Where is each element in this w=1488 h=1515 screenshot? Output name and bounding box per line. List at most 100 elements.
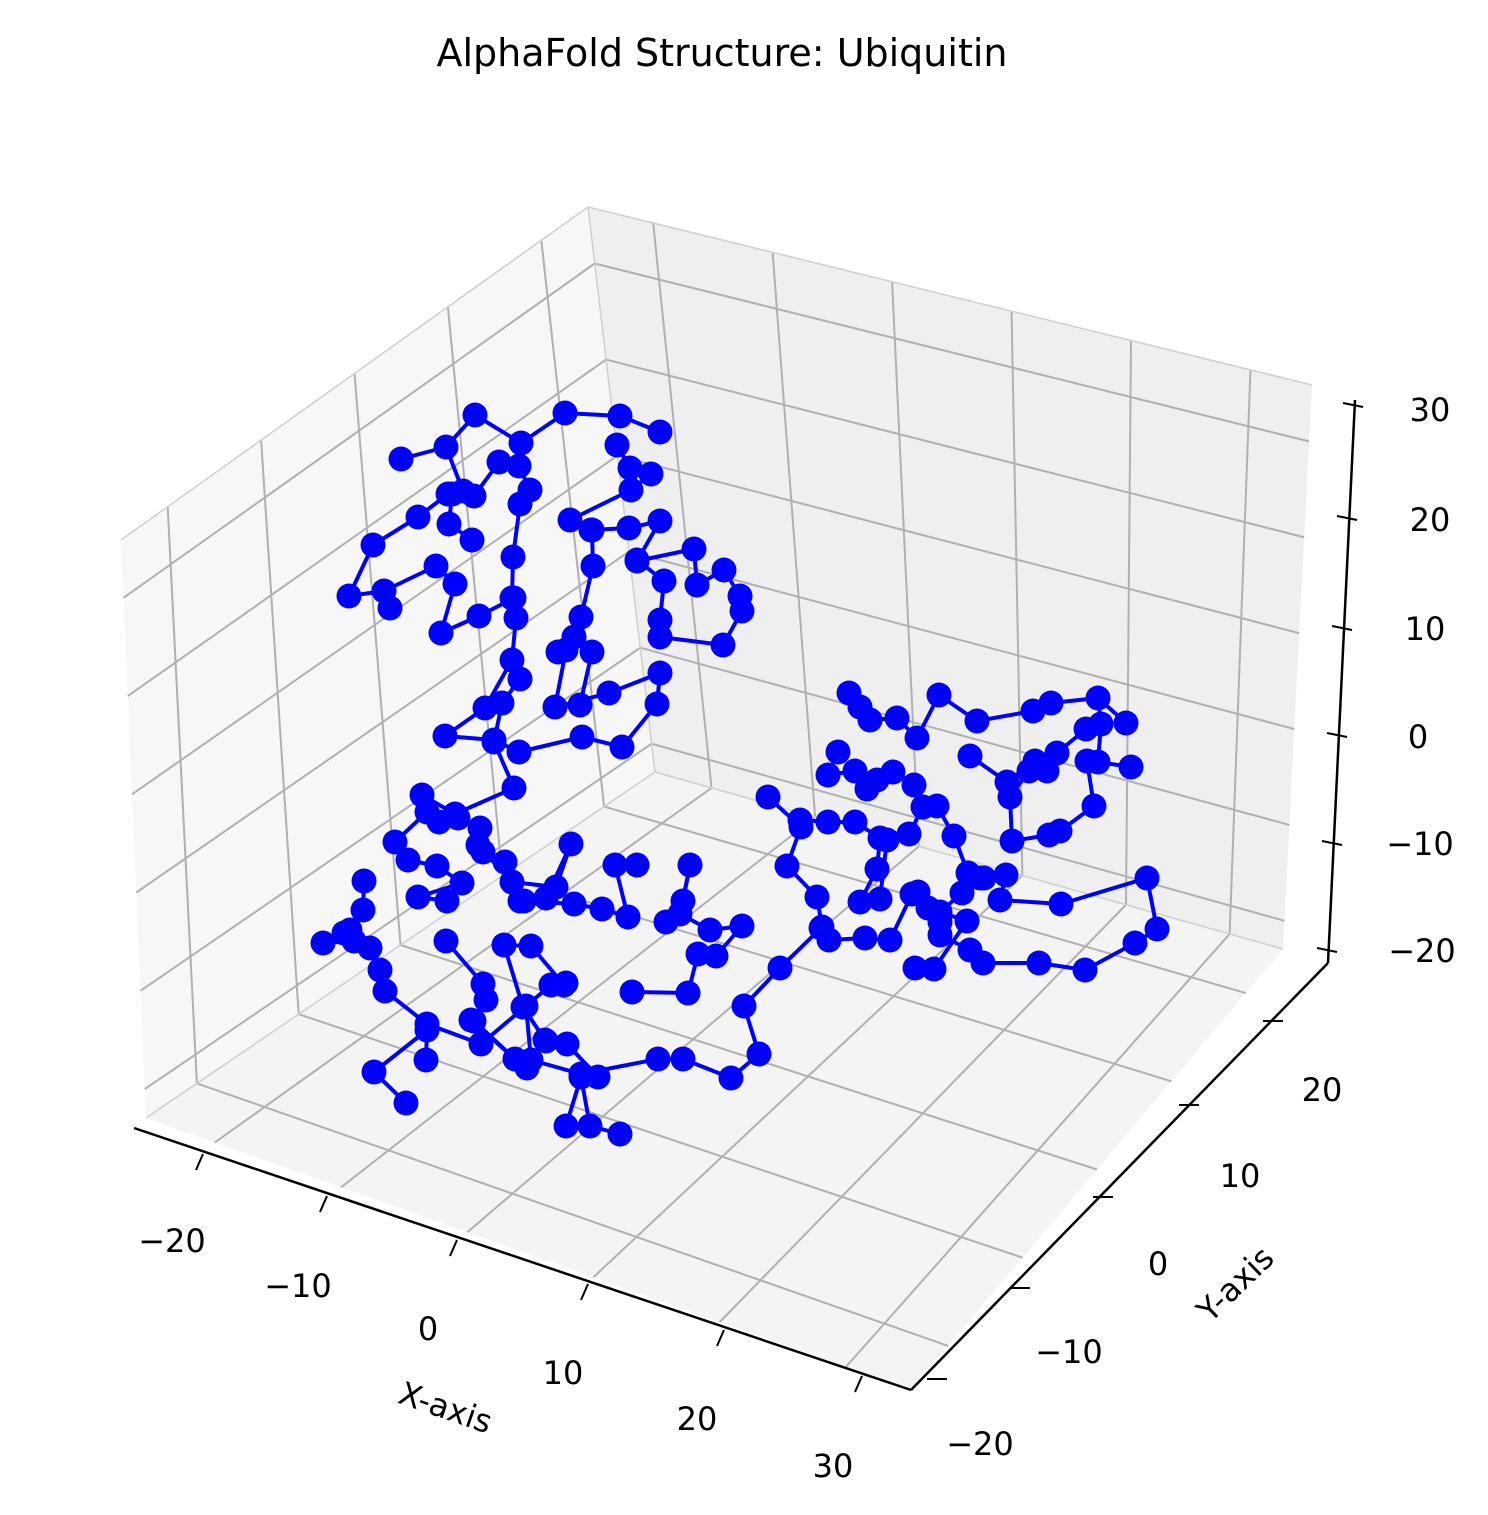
- backbone-segment: [1096, 697, 1132, 769]
- residue-marker: [553, 1113, 579, 1139]
- residue-marker: [618, 477, 644, 503]
- residue-marker: [864, 856, 890, 882]
- z-tick-mark: [1336, 515, 1358, 521]
- residue-marker: [647, 607, 673, 633]
- residue-marker: [957, 937, 983, 963]
- residue-marker: [360, 532, 386, 558]
- residue-marker: [884, 705, 910, 731]
- residue-marker: [852, 925, 878, 951]
- residue-marker: [767, 955, 793, 981]
- x-axis-line: [133, 1126, 912, 1392]
- residue-marker: [677, 852, 703, 878]
- residue-marker: [808, 915, 834, 941]
- residue-marker: [624, 852, 650, 878]
- residue-marker: [508, 430, 534, 456]
- residue-marker: [585, 1064, 611, 1090]
- z-tick-mark: [1326, 732, 1348, 738]
- grid-x-back: [771, 252, 817, 818]
- residue-marker: [755, 784, 781, 810]
- z-axis-line: [1326, 399, 1357, 964]
- residue-marker: [543, 874, 569, 900]
- residue-marker: [815, 809, 841, 835]
- axis-ticks: −20 −10 0 10 20 30 −20 −10 0 10 20 −20 −10 0 10 20 30: [138, 391, 1456, 1485]
- residue-marker: [413, 1047, 439, 1073]
- residue-marker: [561, 891, 587, 917]
- residue-marker: [684, 572, 710, 598]
- residue-marker: [350, 897, 376, 923]
- residue-marker: [552, 400, 578, 426]
- residue-marker: [428, 620, 454, 646]
- residue-marker: [414, 1017, 440, 1043]
- residue-marker: [685, 941, 711, 967]
- residue-marker: [589, 896, 615, 922]
- residue-marker: [569, 724, 595, 750]
- residue-marker: [896, 821, 922, 847]
- residue-marker: [842, 758, 868, 784]
- residue-marker: [351, 868, 377, 894]
- residue-marker: [787, 807, 813, 833]
- residue-marker: [926, 682, 952, 708]
- residue-marker: [499, 647, 525, 673]
- y-tick-label: 20: [1302, 1071, 1343, 1109]
- residue-marker: [1113, 710, 1139, 736]
- residue-marker: [461, 483, 487, 509]
- residue-marker: [617, 455, 643, 481]
- residue-marker: [405, 504, 431, 530]
- residue-marker: [718, 1065, 744, 1091]
- residue-marker: [1134, 865, 1160, 891]
- residue-marker: [1144, 916, 1170, 942]
- residue-marker: [568, 604, 594, 630]
- x-tick-label: 20: [677, 1400, 718, 1438]
- residue-marker: [433, 434, 459, 460]
- residue-marker: [551, 972, 577, 998]
- residue-marker: [697, 917, 723, 943]
- residue-marker: [433, 928, 459, 954]
- z-tick-label: 30: [1410, 391, 1451, 429]
- residue-marker: [442, 571, 468, 597]
- residue-marker: [554, 1031, 580, 1057]
- residue-marker: [558, 831, 584, 857]
- grid-x-back: [652, 222, 713, 789]
- residue-marker: [580, 553, 606, 579]
- y-tick-label: 0: [1148, 1245, 1168, 1283]
- residue-marker: [667, 901, 693, 927]
- residue-marker: [905, 879, 931, 905]
- residue-marker: [491, 932, 517, 958]
- x-tick-label: −10: [264, 1267, 332, 1305]
- grid-y-left: [446, 306, 504, 876]
- residue-marker: [577, 1113, 603, 1139]
- residue-marker: [647, 660, 673, 686]
- residue-marker: [921, 956, 947, 982]
- z-tick-label: 0: [1408, 718, 1428, 756]
- residue-marker: [1044, 740, 1070, 766]
- x-tick-mark: [319, 1195, 328, 1213]
- residue-marker: [557, 507, 583, 533]
- residue-marker: [423, 553, 449, 579]
- residue-marker: [578, 517, 604, 543]
- residue-marker: [1022, 748, 1048, 774]
- residue-marker: [675, 980, 701, 1006]
- x-tick-label: 0: [418, 1310, 438, 1348]
- residue-marker: [439, 481, 465, 507]
- residue-marker: [424, 853, 450, 879]
- x-tick-mark: [716, 1329, 725, 1347]
- residue-marker: [462, 402, 488, 428]
- residue-marker: [395, 847, 421, 873]
- residue-marker: [964, 708, 990, 734]
- protein-backbone: [310, 400, 1170, 1147]
- residue-marker: [367, 957, 393, 983]
- chart-title: AlphaFold Structure: Ubiquitin: [436, 31, 1007, 75]
- residue-marker: [1026, 950, 1052, 976]
- residue-marker: [857, 707, 883, 733]
- residue-marker: [499, 869, 525, 895]
- grid-z-back: [639, 646, 1290, 826]
- grid-z-back: [628, 550, 1295, 731]
- residue-marker: [372, 978, 398, 1004]
- backbone-segment: [564, 1075, 621, 1136]
- residue-marker: [729, 598, 755, 624]
- residue-marker: [804, 884, 830, 910]
- residue-marker: [499, 585, 525, 611]
- residue-marker: [609, 734, 635, 760]
- residue-marker: [310, 930, 336, 956]
- residue-marker: [924, 793, 950, 819]
